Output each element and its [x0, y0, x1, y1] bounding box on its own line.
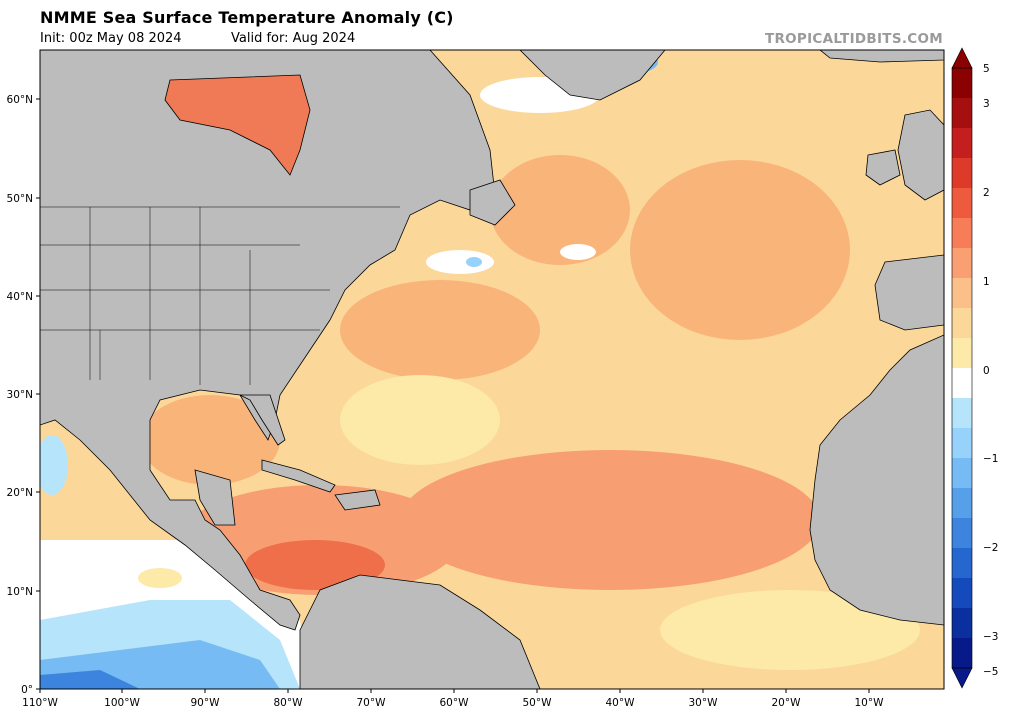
colorbar-segment: [952, 128, 972, 159]
colorbar-segment: [952, 398, 972, 429]
colorbar-segment: [952, 488, 972, 519]
pacific-coldest: [40, 670, 140, 689]
pacific-cool-north: [40, 435, 68, 495]
colorbar-segment: [952, 188, 972, 219]
map-content: [40, 50, 944, 689]
lat-tick-label: 30°N: [7, 389, 33, 401]
colorbar-segment: [952, 278, 972, 309]
greenland-land: [519, 50, 666, 101]
white-nova-scotia: [426, 250, 494, 274]
neutral-south-atlantic: [660, 590, 920, 670]
iceland-land: [819, 50, 944, 63]
lon-tick-label: 40°W: [606, 697, 636, 709]
lon-tick-label: 100°W: [104, 697, 140, 709]
init-time: Init: 00z May 08 2024: [40, 31, 182, 46]
colorbar-segment: [952, 518, 972, 549]
lat-tick-label: 40°N: [7, 291, 33, 303]
colorbar-segment: [952, 578, 972, 609]
british-isles-land: [897, 109, 944, 201]
colorbar-segment: [952, 638, 972, 669]
lon-tick-label: 50°W: [523, 697, 553, 709]
lat-axis: 60°N 50°N 40°N 30°N 20°N 10°N 0°: [7, 94, 40, 696]
colorbar-label: 3: [983, 98, 990, 110]
colorbar-label: −1: [983, 453, 998, 465]
lat-tick-label: 60°N: [7, 94, 33, 106]
white-patch-north: [560, 244, 596, 260]
neutral-central-atlantic: [340, 375, 500, 465]
anomaly-fill: [40, 50, 920, 689]
warm-mdr: [400, 450, 820, 590]
colorbar-segment: [952, 248, 972, 279]
chart-title: NMME Sea Surface Temperature Anomaly (C): [40, 8, 454, 27]
newfoundland-land: [469, 179, 516, 226]
south-america-land: [299, 574, 541, 689]
pacific-warm-patch: [138, 568, 182, 588]
state-borders: [40, 206, 400, 385]
lon-tick-label: 90°W: [191, 697, 221, 709]
iberia-land: [874, 254, 944, 331]
colorbar-label: 5: [983, 63, 990, 75]
warm-west-atlantic: [340, 280, 540, 380]
warm-ne-atlantic: [630, 160, 850, 340]
colorbar: 5 3 2 1 0 −1 −2 −3 −5: [951, 47, 998, 689]
cool-gulf-stream: [466, 257, 482, 267]
colorbar-bottom-arrow: [951, 667, 973, 689]
valid-time: Valid for: Aug 2024: [231, 31, 356, 46]
lon-axis: 110°W 100°W 90°W 80°W 70°W 60°W 50°W 40°…: [22, 689, 884, 709]
colorbar-top-arrow: [951, 47, 973, 69]
yucatan-land: [194, 469, 236, 526]
warm-caribbean-core: [245, 540, 385, 590]
colorbar-label: −5: [983, 666, 998, 678]
colorbar-segment: [952, 548, 972, 579]
colorbar-segment: [952, 338, 972, 369]
lat-tick-label: 50°N: [7, 193, 33, 205]
lon-tick-label: 110°W: [22, 697, 58, 709]
colorbar-label: −2: [983, 542, 998, 554]
colorbar-label: 2: [983, 187, 990, 199]
warm-gulf: [140, 395, 280, 485]
map-frame: [39, 49, 945, 690]
north-america-land: [40, 50, 496, 631]
colorbar-labels: 5 3 2 1 0 −1 −2 −3 −5: [983, 63, 998, 678]
colorbar-label: 0: [983, 365, 990, 377]
colorbar-segments: [952, 68, 972, 669]
ireland-land: [865, 149, 901, 186]
lat-tick-label: 10°N: [7, 586, 33, 598]
credit-watermark: TROPICALTIDBITS.COM: [764, 31, 943, 47]
colorbar-segment: [952, 218, 972, 249]
colorbar-segment: [952, 608, 972, 639]
colorbar-label: −3: [983, 631, 998, 643]
colorbar-label: 1: [983, 276, 990, 288]
lat-tick-label: 0°: [21, 684, 33, 696]
florida-land: [239, 394, 286, 446]
lon-tick-label: 70°W: [357, 697, 387, 709]
colorbar-frame: [951, 67, 973, 669]
lon-tick-label: 60°W: [440, 697, 470, 709]
lon-tick-label: 10°W: [855, 697, 885, 709]
warm-mid-atlantic: [490, 155, 630, 265]
africa-land: [809, 334, 944, 626]
hispaniola-land: [334, 489, 381, 511]
cuba-land: [261, 459, 336, 493]
lon-tick-label: 30°W: [689, 697, 719, 709]
colorbar-segment: [952, 308, 972, 339]
lon-tick-label: 20°W: [772, 697, 802, 709]
colorbar-segment: [952, 98, 972, 129]
colorbar-segment: [952, 458, 972, 489]
lon-tick-label: 80°W: [274, 697, 304, 709]
colorbar-segment: [952, 368, 972, 399]
colorbar-segment: [952, 158, 972, 189]
land: [40, 50, 944, 689]
colorbar-segment: [952, 68, 972, 99]
colorbar-segment: [952, 428, 972, 459]
lat-tick-label: 20°N: [7, 487, 33, 499]
hudson-bay-water: [164, 74, 311, 176]
